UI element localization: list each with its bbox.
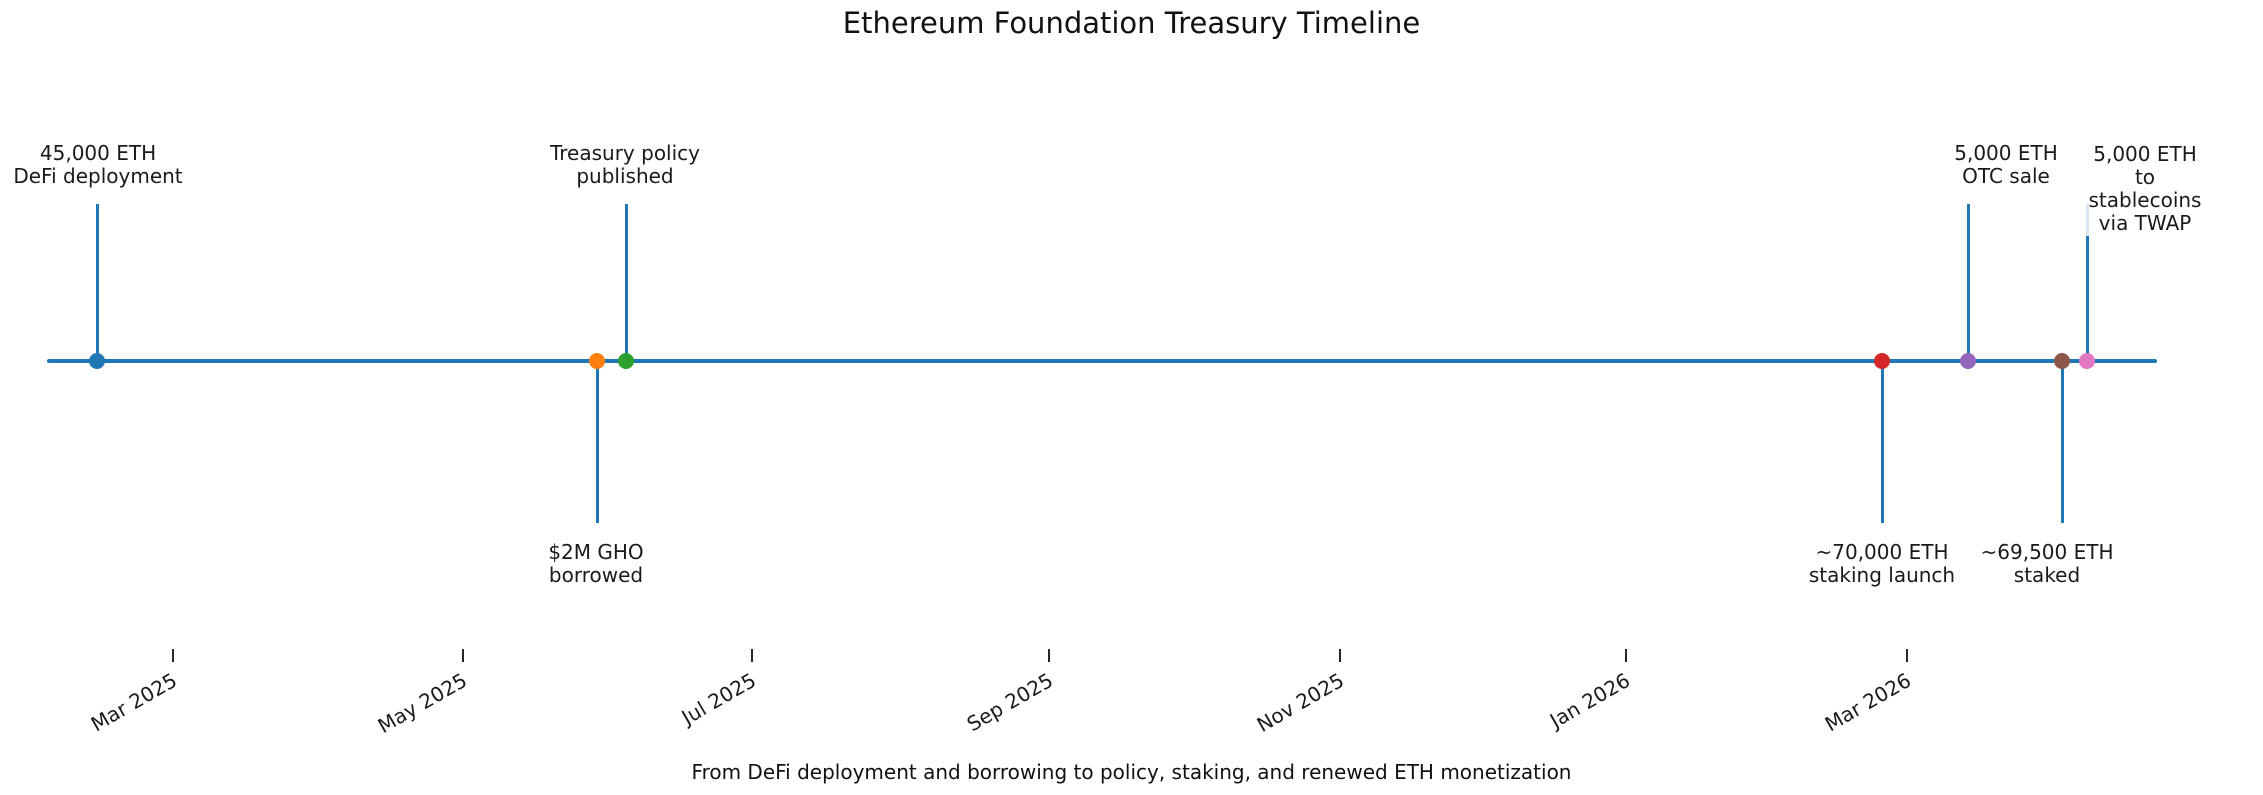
event-dot-twap-stablecoins (2079, 353, 2095, 369)
x-tick-label-may-2025: May 2025 (373, 668, 471, 739)
x-tick-mar-2025 (172, 649, 174, 662)
x-tick-sep-2025 (1048, 649, 1050, 662)
event-dot-otc-sale (1960, 353, 1976, 369)
event-label-staking-launch: ~70,000 ETH staking launch (1808, 540, 1956, 587)
x-tick-nov-2025 (1339, 649, 1341, 662)
event-label-twap-stablecoins: 5,000 ETH to stablecoins via TWAP (2085, 142, 2205, 236)
event-stem-defi-deployment (95, 204, 99, 361)
x-tick-mar-2026 (1906, 649, 1908, 662)
x-tick-label-mar-2026: Mar 2026 (1820, 668, 1915, 737)
event-label-otc-sale: 5,000 ETH OTC sale (1954, 141, 2058, 188)
x-tick-label-mar-2025: Mar 2025 (86, 668, 181, 737)
chart-caption: From DeFi deployment and borrowing to po… (691, 760, 1572, 784)
x-tick-may-2025 (462, 649, 464, 662)
event-label-eth-staked: ~69,500 ETH staked (1980, 540, 2114, 587)
event-dot-staking-launch (1874, 353, 1890, 369)
event-dot-treasury-policy (618, 353, 634, 369)
event-label-defi-deployment: 45,000 ETH DeFi deployment (13, 141, 183, 188)
event-stem-treasury-policy (624, 204, 628, 361)
event-stem-eth-staked (2060, 361, 2064, 523)
event-dot-eth-staked (2054, 353, 2070, 369)
event-stem-gho-borrowed (595, 361, 599, 523)
x-tick-jan-2026 (1625, 649, 1627, 662)
timeline-axis-line (47, 359, 2157, 363)
event-stem-twap-stablecoins (2085, 204, 2089, 361)
event-label-treasury-policy: Treasury policy published (549, 141, 701, 188)
x-tick-jul-2025 (751, 649, 753, 662)
event-dot-gho-borrowed (589, 353, 605, 369)
event-stem-staking-launch (1880, 361, 1884, 523)
event-dot-defi-deployment (89, 353, 105, 369)
event-stem-otc-sale (1966, 204, 1970, 361)
chart-title: Ethereum Foundation Treasury Timeline (842, 6, 1421, 40)
event-label-gho-borrowed: $2M GHO borrowed (548, 540, 644, 587)
